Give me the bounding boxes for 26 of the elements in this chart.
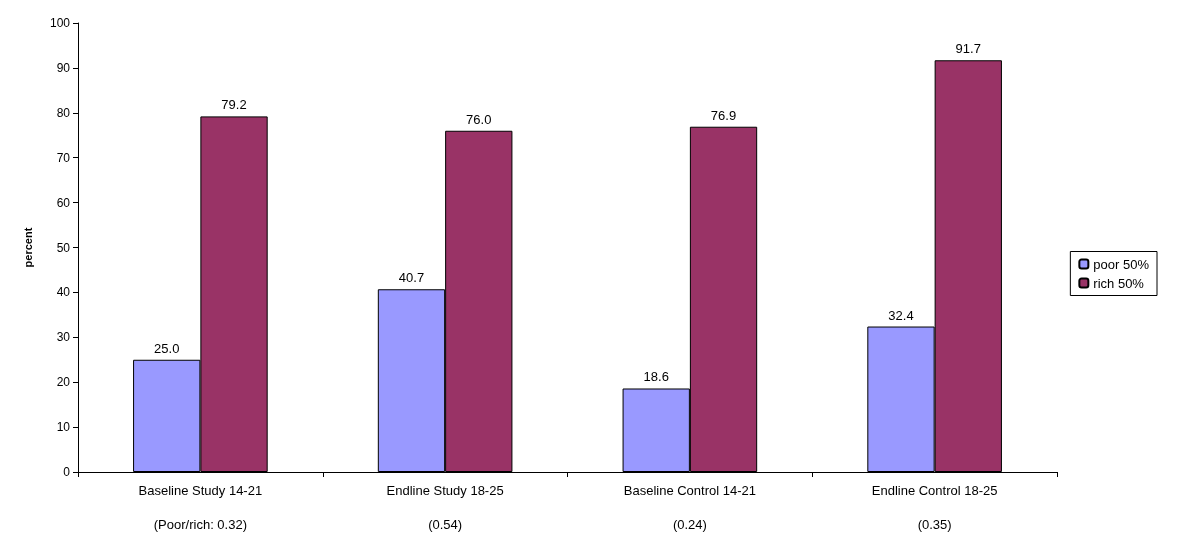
y-tick-label: 100 bbox=[49, 16, 71, 30]
y-tick-label: 30 bbox=[56, 330, 71, 345]
category-label: Baseline Study 14-21 (Poor/rich: 0.32) bbox=[138, 483, 263, 532]
data-label: 25.0 bbox=[154, 340, 180, 356]
data-label: 18.6 bbox=[643, 369, 669, 385]
y-tick-label: 20 bbox=[56, 375, 71, 390]
data-label: 79.2 bbox=[221, 97, 247, 113]
legend-label: rich 50% bbox=[1093, 275, 1145, 291]
data-label: 32.4 bbox=[888, 307, 914, 323]
y-axis-title: percent bbox=[21, 227, 34, 268]
y-tick-label: 10 bbox=[56, 420, 71, 435]
y-tick-label: 60 bbox=[56, 195, 71, 210]
y-tick-label: 40 bbox=[56, 285, 71, 300]
y-tick-label: 50 bbox=[56, 240, 71, 255]
legend-label: poor 50% bbox=[1093, 256, 1150, 272]
y-tick-label: 70 bbox=[56, 150, 71, 165]
y-tick-label: 80 bbox=[56, 105, 71, 120]
category-label: Endline Study 18-25 (0.54) bbox=[386, 483, 504, 532]
category-label: Baseline Control 14-21 (0.24) bbox=[623, 483, 756, 532]
data-label: 76.9 bbox=[710, 107, 737, 123]
category-label: Endline Control 18-25 (0.35) bbox=[871, 483, 998, 532]
data-label: 91.7 bbox=[955, 41, 981, 57]
data-label: 76.0 bbox=[466, 111, 492, 127]
y-tick-label: 90 bbox=[56, 60, 71, 75]
data-label: 40.7 bbox=[398, 270, 425, 286]
y-tick-label: 0 bbox=[63, 465, 71, 479]
